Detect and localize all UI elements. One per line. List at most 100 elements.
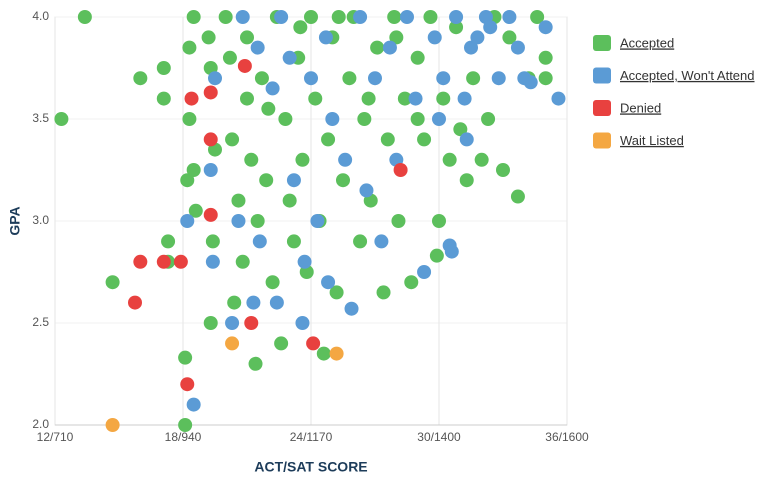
point bbox=[184, 91, 199, 106]
point bbox=[225, 336, 240, 351]
point bbox=[538, 20, 553, 35]
point bbox=[231, 214, 246, 228]
legend-label: Wait Listed bbox=[620, 133, 684, 148]
point bbox=[316, 346, 331, 361]
point bbox=[427, 30, 442, 45]
point bbox=[389, 30, 404, 45]
point bbox=[161, 234, 176, 249]
point bbox=[254, 71, 269, 86]
point bbox=[523, 75, 538, 90]
point bbox=[329, 346, 344, 361]
point bbox=[510, 40, 525, 55]
point bbox=[464, 40, 478, 55]
point bbox=[432, 214, 446, 228]
x-tick-label: 30/1400 bbox=[417, 430, 461, 444]
point bbox=[344, 301, 359, 316]
point bbox=[470, 30, 485, 45]
point bbox=[222, 50, 237, 65]
point bbox=[105, 418, 120, 432]
point bbox=[54, 112, 69, 126]
point bbox=[133, 71, 148, 86]
point bbox=[182, 40, 197, 55]
point bbox=[205, 234, 220, 249]
point bbox=[318, 30, 333, 45]
point bbox=[304, 71, 318, 86]
point bbox=[180, 377, 195, 392]
point bbox=[240, 30, 254, 45]
point bbox=[551, 91, 566, 106]
point bbox=[457, 91, 472, 106]
point bbox=[417, 132, 432, 147]
x-tick-label: 24/1170 bbox=[290, 430, 333, 444]
point bbox=[338, 152, 353, 167]
point bbox=[208, 71, 222, 86]
point bbox=[237, 58, 252, 73]
y-axis-title: GPA bbox=[7, 206, 23, 235]
point bbox=[382, 40, 397, 55]
point bbox=[496, 163, 510, 177]
y-tick-label: 2.0 bbox=[32, 417, 49, 431]
point bbox=[250, 214, 265, 228]
y-tick-label: 3.0 bbox=[32, 213, 49, 227]
point bbox=[342, 71, 357, 86]
point bbox=[417, 265, 432, 279]
point bbox=[410, 112, 425, 126]
point bbox=[423, 10, 438, 24]
point bbox=[282, 193, 297, 208]
legend-item[interactable]: Wait Listed bbox=[593, 132, 684, 149]
point bbox=[308, 91, 323, 106]
x-tick-label: 18/940 bbox=[165, 430, 202, 444]
point bbox=[321, 275, 336, 290]
point bbox=[436, 71, 451, 86]
legend-swatch bbox=[593, 132, 611, 149]
point bbox=[201, 30, 216, 45]
point bbox=[336, 173, 350, 188]
point bbox=[502, 30, 517, 45]
x-tick-label: 36/1600 bbox=[545, 430, 589, 444]
legend-label: Accepted bbox=[620, 35, 674, 50]
point bbox=[203, 316, 218, 330]
point bbox=[353, 234, 368, 249]
point bbox=[306, 336, 321, 351]
legend-swatch bbox=[593, 67, 611, 84]
point bbox=[436, 91, 451, 106]
point bbox=[481, 112, 496, 126]
point bbox=[265, 81, 280, 96]
point bbox=[186, 10, 201, 24]
legend-label: Accepted, Won't Attend bbox=[620, 68, 755, 83]
point bbox=[250, 40, 265, 55]
legend-item[interactable]: Denied bbox=[593, 100, 661, 116]
point bbox=[231, 193, 246, 208]
point bbox=[282, 50, 297, 65]
point bbox=[361, 91, 376, 106]
y-tick-label: 4.0 bbox=[32, 9, 49, 23]
series bbox=[180, 10, 566, 412]
legend-label: Denied bbox=[620, 100, 661, 115]
point bbox=[391, 214, 406, 228]
point bbox=[180, 214, 195, 228]
legend-swatch bbox=[593, 35, 611, 51]
point bbox=[246, 295, 261, 310]
point bbox=[244, 316, 259, 330]
point bbox=[235, 254, 250, 269]
point bbox=[325, 112, 340, 126]
legend-item[interactable]: Accepted bbox=[593, 35, 674, 51]
point bbox=[297, 254, 312, 269]
point bbox=[252, 234, 267, 249]
point bbox=[510, 189, 525, 204]
point bbox=[459, 132, 474, 147]
x-axis-title: ACT/SAT SCORE bbox=[254, 459, 367, 475]
point bbox=[368, 71, 382, 86]
point bbox=[310, 214, 325, 228]
point bbox=[265, 275, 280, 290]
point bbox=[397, 91, 412, 106]
point bbox=[178, 418, 193, 432]
point bbox=[77, 10, 92, 24]
point bbox=[538, 71, 553, 86]
legend-item[interactable]: Accepted, Won't Attend bbox=[593, 67, 755, 84]
point bbox=[295, 316, 310, 330]
point bbox=[286, 234, 301, 249]
point bbox=[225, 316, 240, 330]
point bbox=[203, 163, 218, 177]
